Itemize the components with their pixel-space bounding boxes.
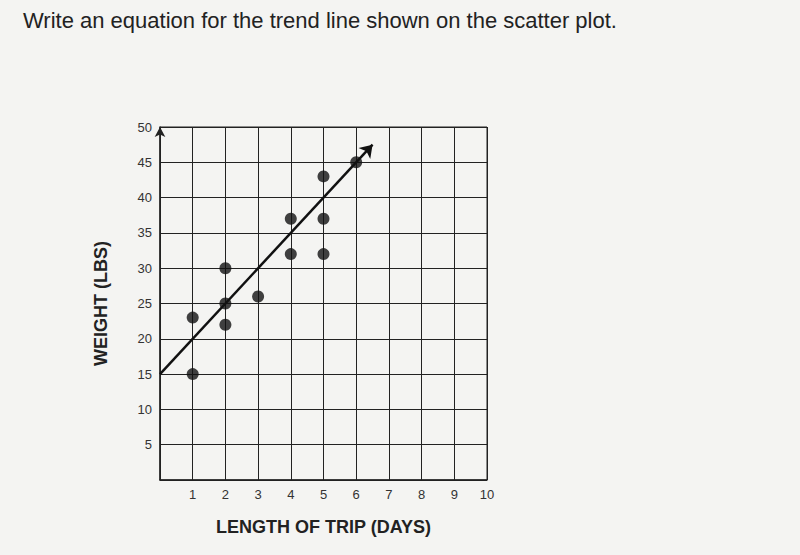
svg-text:20: 20 bbox=[138, 331, 152, 346]
svg-text:WEIGHT (LBS): WEIGHT (LBS) bbox=[91, 241, 111, 366]
svg-text:8: 8 bbox=[418, 487, 425, 502]
svg-text:1: 1 bbox=[189, 487, 196, 502]
svg-text:9: 9 bbox=[451, 487, 458, 502]
svg-text:35: 35 bbox=[138, 225, 152, 240]
svg-text:10: 10 bbox=[138, 402, 152, 417]
svg-text:7: 7 bbox=[385, 487, 392, 502]
svg-text:50: 50 bbox=[138, 120, 152, 135]
svg-text:2: 2 bbox=[222, 487, 229, 502]
svg-text:40: 40 bbox=[138, 190, 152, 205]
svg-text:10: 10 bbox=[480, 487, 494, 502]
svg-text:15: 15 bbox=[138, 367, 152, 382]
svg-text:25: 25 bbox=[138, 296, 152, 311]
svg-text:LENGTH OF TRIP (DAYS): LENGTH OF TRIP (DAYS) bbox=[216, 517, 431, 537]
svg-text:5: 5 bbox=[145, 437, 152, 452]
svg-text:5: 5 bbox=[320, 487, 327, 502]
svg-text:Write an equation for the tren: Write an equation for the trend line sho… bbox=[23, 8, 617, 33]
svg-text:3: 3 bbox=[254, 487, 261, 502]
svg-text:45: 45 bbox=[138, 155, 152, 170]
svg-text:30: 30 bbox=[138, 261, 152, 276]
svg-text:6: 6 bbox=[353, 487, 360, 502]
svg-text:4: 4 bbox=[287, 487, 294, 502]
